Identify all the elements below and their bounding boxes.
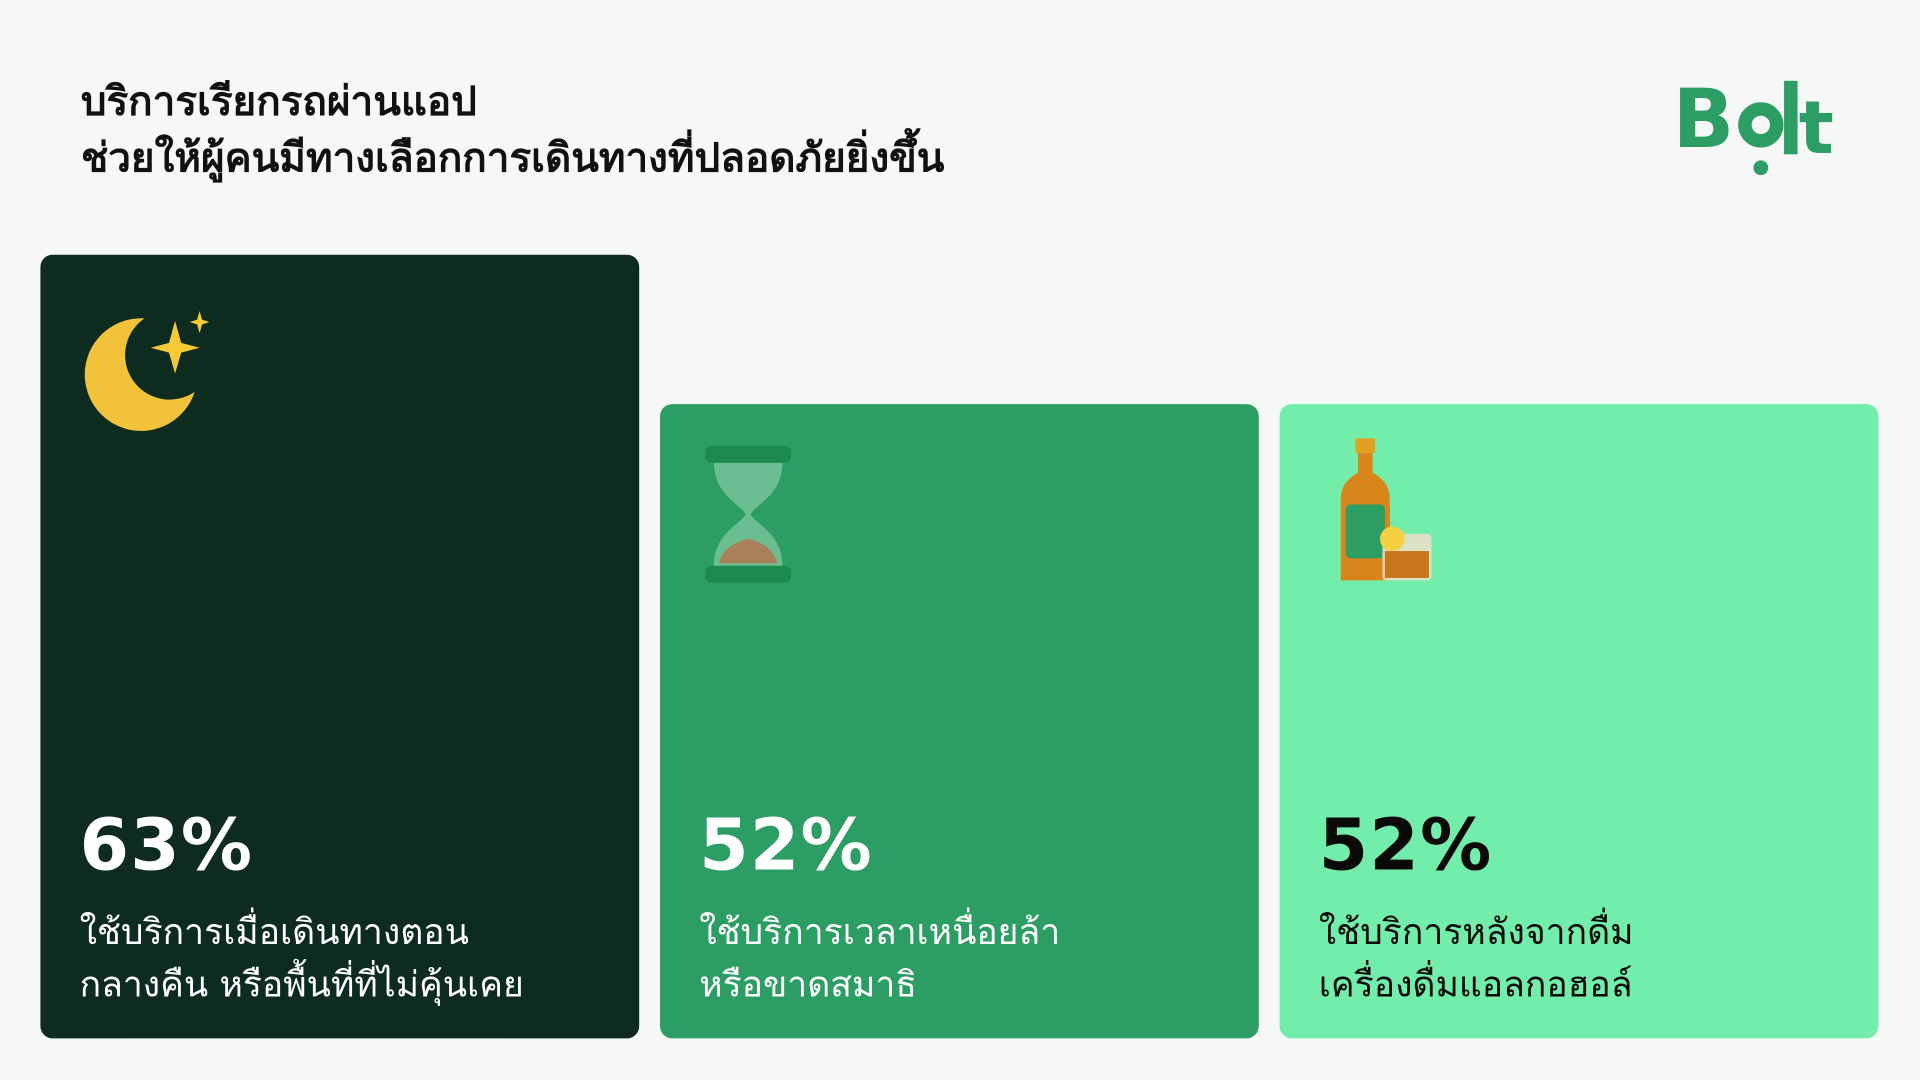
stat-card-fatigue: 52% ใช้บริการเวลาเหนื่อยล้า หรือขาดสมาธิ [660, 404, 1259, 1039]
stat-percent: 52% [699, 803, 873, 887]
page-title: บริการเรียกรถผ่านแอป ช่วยให้ผู้คนมีทางเล… [81, 73, 945, 186]
bolt-logo: B t [1673, 73, 1834, 176]
svg-text:t: t [1799, 86, 1834, 171]
hourglass-icon [705, 445, 792, 583]
title-line-2: ช่วยให้ผู้คนมีทางเลือกการเดินทางที่ปลอดภ… [80, 133, 945, 182]
description-line-1: ใช้บริการเมื่อเดินทางตอน [79, 911, 469, 953]
stat-description: ใช้บริการหลังจากดื่ม เครื่องดื่มแอลกอฮอล… [1319, 906, 1634, 1011]
description-line-2: หรือขาดสมาธิ [699, 963, 917, 1006]
moon-stars-icon [84, 311, 210, 431]
stat-percent: 52% [1318, 803, 1493, 887]
description-line-1: ใช้บริการเวลาเหนื่อยล้า [699, 911, 1061, 953]
stat-description: ใช้บริการเวลาเหนื่อยล้า หรือขาดสมาธิ [699, 906, 1060, 1011]
stat-description: ใช้บริการเมื่อเดินทางตอน กลางคืน หรือพื้… [80, 906, 524, 1011]
stat-card-alcohol: 52% ใช้บริการหลังจากดื่ม เครื่องดื่มแอลก… [1279, 404, 1879, 1039]
stat-card-night: 63% ใช้บริการเมื่อเดินทางตอน กลางคืน หรื… [40, 254, 640, 1039]
description-line-2: กลางคืน หรือพื้นที่ที่ไม่คุ้นเคย [79, 963, 524, 1006]
description-line-1: ใช้บริการหลังจากดื่ม [1318, 911, 1634, 953]
stat-percent: 63% [79, 803, 254, 887]
liquor-bottle-glass-icon [1340, 438, 1432, 581]
svg-text:B: B [1673, 73, 1731, 167]
title-line-1: บริการเรียกรถผ่านแอป [80, 77, 477, 125]
description-line-2: เครื่องดื่มแอลกอฮอล์ [1318, 963, 1633, 1006]
